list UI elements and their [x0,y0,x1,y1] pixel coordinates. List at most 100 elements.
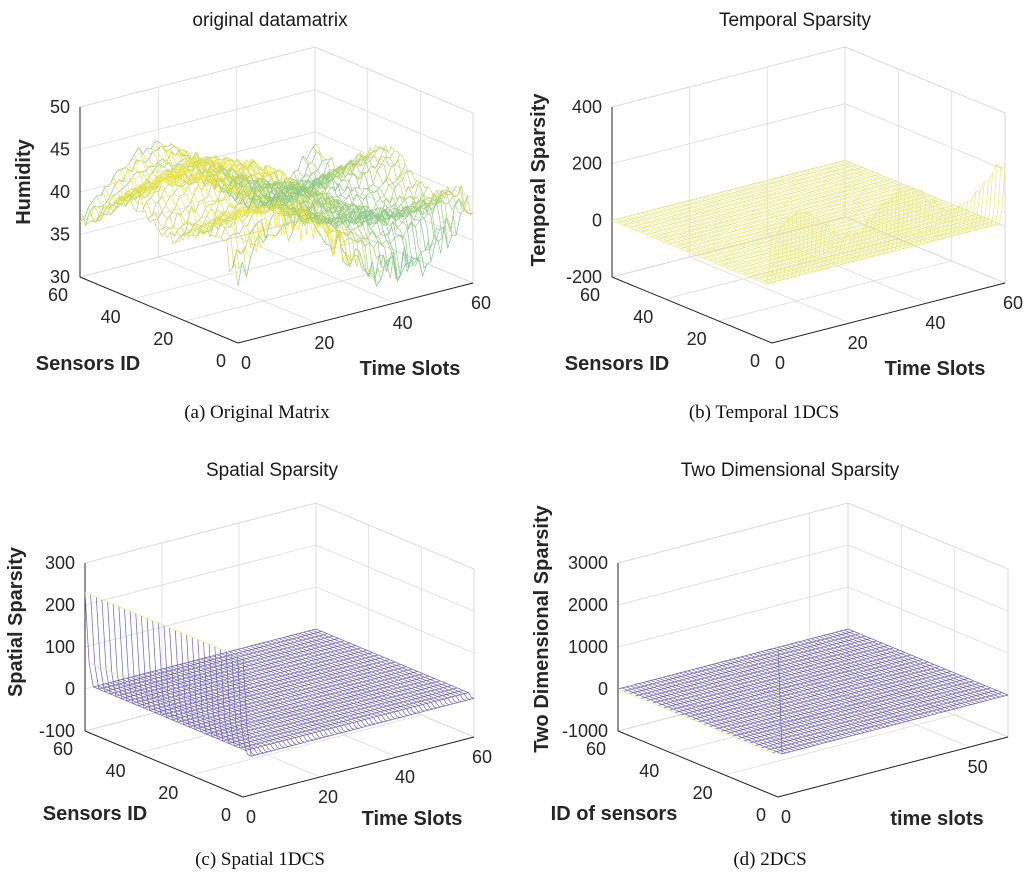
z-tick-label: 30 [50,267,70,287]
mesh-col [786,644,947,712]
mesh-col [146,672,306,743]
mesh-col [289,163,449,249]
x-axis-line [242,736,475,798]
mesh-col [649,210,810,275]
mesh-col [807,169,968,235]
mesh-col [636,212,798,278]
mesh-col [836,162,998,227]
z-tick-label: 35 [50,225,70,245]
mesh-col [646,681,807,748]
mesh-col [117,680,277,751]
mesh-col [819,166,981,231]
chart-title: Spatial Sparsity [206,460,339,481]
mesh-col [218,172,377,287]
mesh-col [654,679,816,746]
panel-b [610,46,1007,344]
mesh-col [682,201,844,267]
mesh-col [249,645,409,716]
surface-mesh [84,592,475,757]
mesh-col [769,179,931,244]
mesh-col [732,188,894,254]
mesh-col [159,142,318,232]
z-tick-label: 2000 [568,595,608,615]
mesh-col [237,649,396,720]
mesh-col [624,216,785,282]
mesh-col [291,635,450,706]
mesh-col [728,189,889,255]
mesh-col [121,679,281,750]
mesh-col [794,642,955,710]
z-tick-label: 200 [45,595,75,615]
mesh-col [832,163,993,228]
grid-line-z [611,103,1006,171]
y-tick-label: 40 [101,307,121,327]
mesh-col [100,178,260,253]
z-axis-label: Two Dimensional Sparsity [531,504,553,752]
mesh-col [163,668,322,739]
mesh-col [711,194,873,259]
x-axis-label: Time Slots [885,358,986,380]
mesh-col [782,176,943,241]
z-tick-label: -1000 [562,721,608,741]
y-tick-label: 0 [216,351,226,371]
mesh-col [212,655,372,726]
figure-caption: (a) Original Matrix [184,402,330,423]
figure-caption: (b) Temporal 1DCS [689,402,839,423]
mesh-col [154,670,314,741]
z-tick-label: 0 [65,679,75,699]
z-tick-label: -100 [39,721,75,741]
z-tick-label: 200 [572,154,602,174]
mesh-col [687,670,848,738]
mesh-col [278,638,438,709]
mesh-col [703,196,864,261]
mesh-col [303,631,462,702]
grid-line-z [611,46,1006,114]
mesh-col [126,677,285,748]
mesh-col [109,682,268,753]
mesh-col [621,687,783,755]
mesh-col [171,666,330,737]
grid-line-z [617,502,1009,570]
mesh-col [196,659,355,730]
x-tick-label: 60 [472,747,492,767]
mesh-col [744,185,906,251]
y-tick-label: 60 [586,739,606,759]
mesh-col [761,651,922,718]
mesh-col [626,686,787,754]
y-axis-label: ID of sensors [551,803,678,825]
panel-a [78,46,475,344]
z-tick-label: 45 [50,140,70,160]
mesh-col [811,168,973,233]
mesh-col [311,629,471,700]
mesh-col [712,664,873,731]
mesh-col [715,193,877,258]
mesh-col [699,667,861,734]
mesh-col [724,660,885,728]
mesh-col [667,675,828,743]
mesh-col [638,683,799,750]
mesh-col [741,656,902,724]
mesh-col [769,649,931,716]
mesh-col [653,209,814,274]
mesh-col [293,159,453,236]
mesh-col [675,673,836,741]
y-axis-line [84,730,244,798]
mesh-col [299,632,458,703]
mesh-col [728,659,890,727]
mesh-col [753,183,914,248]
chart-title: Two Dimensional Sparsity [681,460,900,481]
y-tick-label: 20 [687,329,707,349]
y-tick-label: 60 [53,739,73,759]
mesh-col [187,661,347,732]
z-tick-label: 40 [50,182,70,202]
grid-line-z [79,89,474,156]
z-tick-label: 100 [45,637,75,657]
mesh-col [200,658,359,729]
z-tick-label: 1000 [568,637,608,657]
mesh-col [208,656,367,727]
mesh-col [799,171,960,237]
mesh-col [686,200,848,266]
mesh-col [835,631,996,699]
mesh-col [239,181,398,281]
mesh-col [757,182,918,247]
